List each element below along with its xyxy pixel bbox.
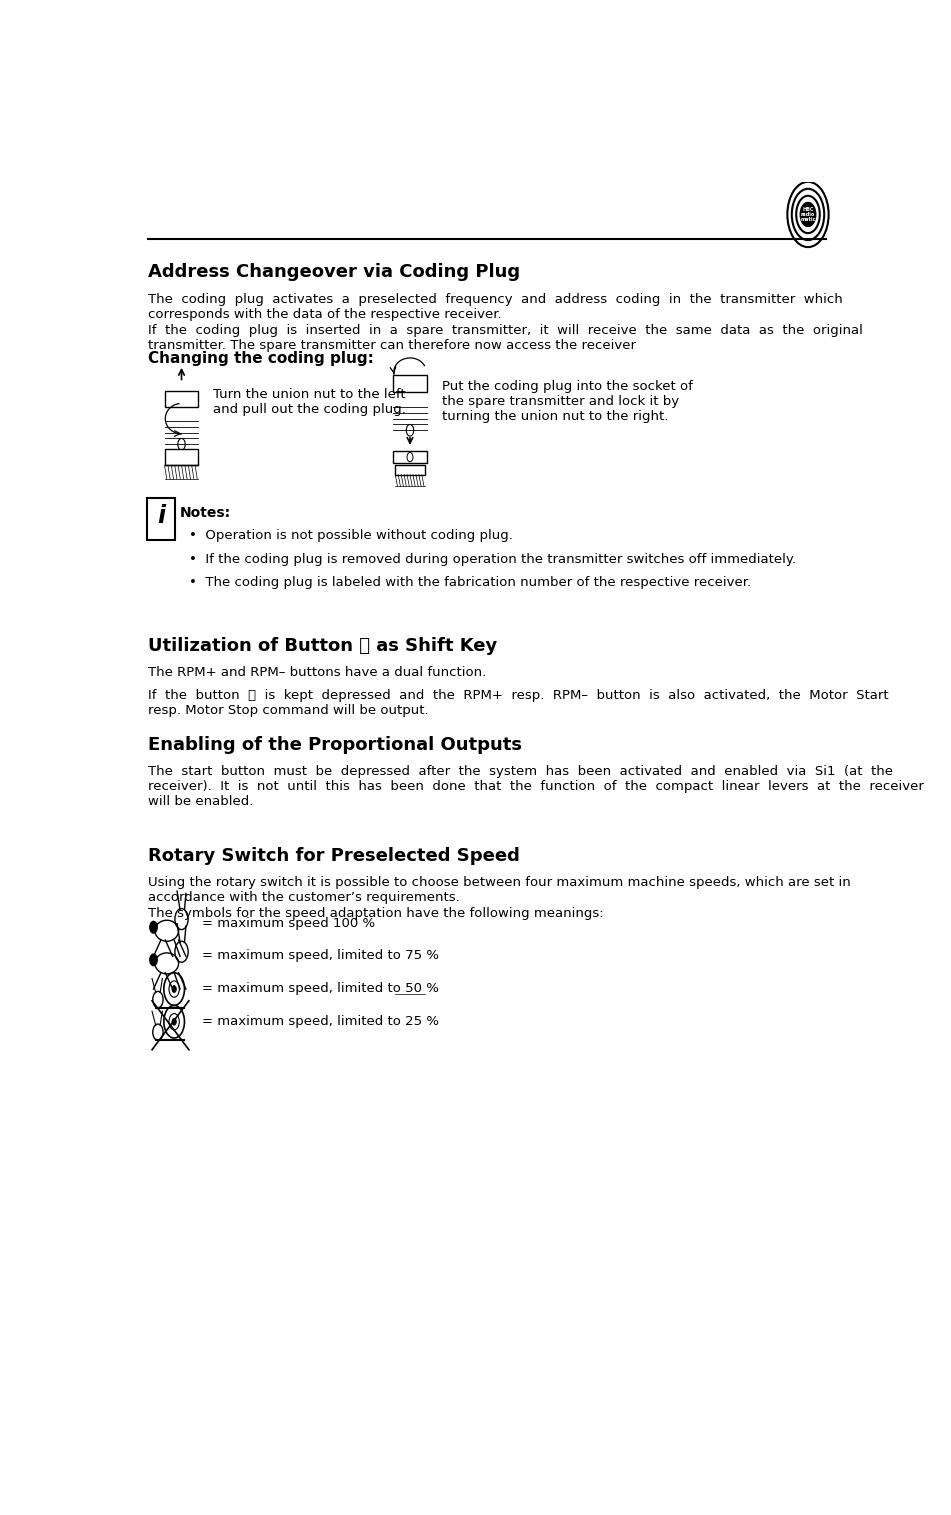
Circle shape [172, 986, 176, 992]
FancyBboxPatch shape [165, 391, 199, 408]
Text: The RPM+ and RPM– buttons have a dual function.: The RPM+ and RPM– buttons have a dual fu… [148, 667, 487, 679]
Text: •  The coding plug is labeled with the fabrication number of the respective rece: • The coding plug is labeled with the fa… [189, 576, 751, 589]
FancyBboxPatch shape [146, 498, 175, 539]
Text: = maximum speed 100 %: = maximum speed 100 % [203, 917, 376, 930]
FancyBboxPatch shape [393, 451, 427, 464]
Text: •  If the coding plug is removed during operation the transmitter switches off i: • If the coding plug is removed during o… [189, 553, 796, 565]
Text: The  start  button  must  be  depressed  after  the  system  has  been  activate: The start button must be depressed after… [148, 765, 924, 807]
Text: If  the  button  ⓞ  is  kept  depressed  and  the  RPM+  resp.  RPM–  button  is: If the button ⓞ is kept depressed and th… [148, 689, 889, 717]
Text: i: i [157, 504, 165, 527]
Circle shape [150, 921, 157, 933]
Text: Enabling of the Proportional Outputs: Enabling of the Proportional Outputs [148, 736, 522, 754]
Text: Turn the union nut to the left
and pull out the coding plug.: Turn the union nut to the left and pull … [213, 388, 406, 417]
Text: HBC
radio
matic: HBC radio matic [801, 208, 816, 223]
Text: •  Operation is not possible without coding plug.: • Operation is not possible without codi… [189, 529, 513, 542]
FancyBboxPatch shape [396, 465, 425, 474]
Circle shape [172, 1018, 176, 1026]
Text: If  the  coding  plug  is  inserted  in  a  spare  transmitter,  it  will  recei: If the coding plug is inserted in a spar… [148, 324, 864, 351]
Text: = maximum speed, limited to 75 %: = maximum speed, limited to 75 % [203, 950, 439, 962]
Text: Put the coding plug into the socket of
the spare transmitter and lock it by
turn: Put the coding plug into the socket of t… [441, 380, 692, 423]
Text: Utilization of Button ⓞ as Shift Key: Utilization of Button ⓞ as Shift Key [148, 636, 497, 654]
Text: Using the rotary switch it is possible to choose between four maximum machine sp: Using the rotary switch it is possible t… [148, 876, 851, 904]
Text: = maximum speed, limited to 25 %: = maximum speed, limited to 25 % [203, 1015, 439, 1027]
Circle shape [150, 954, 157, 965]
Text: Address Changeover via Coding Plug: Address Changeover via Coding Plug [148, 264, 520, 282]
Circle shape [801, 203, 815, 226]
Text: The  coding  plug  activates  a  preselected  frequency  and  address  coding  i: The coding plug activates a preselected … [148, 292, 844, 321]
Text: Notes:: Notes: [180, 506, 230, 520]
FancyBboxPatch shape [393, 376, 427, 392]
Text: The symbols for the speed adaptation have the following meanings:: The symbols for the speed adaptation hav… [148, 907, 604, 921]
Text: Changing the coding plug:: Changing the coding plug: [148, 351, 375, 367]
FancyBboxPatch shape [165, 448, 199, 465]
Text: Rotary Switch for Preselected Speed: Rotary Switch for Preselected Speed [148, 847, 520, 865]
Text: = maximum speed, limited to 50 %: = maximum speed, limited to 50 % [203, 982, 439, 995]
